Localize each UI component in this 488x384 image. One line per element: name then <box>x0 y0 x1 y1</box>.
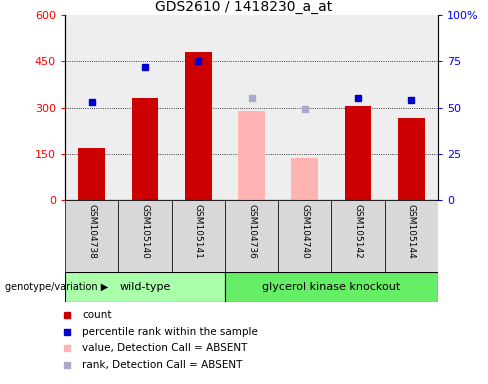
Text: percentile rank within the sample: percentile rank within the sample <box>82 327 258 337</box>
Text: GSM104736: GSM104736 <box>247 204 256 258</box>
Bar <box>132 98 158 200</box>
Bar <box>65 272 225 302</box>
Bar <box>398 118 425 200</box>
Bar <box>385 200 438 272</box>
Text: glycerol kinase knockout: glycerol kinase knockout <box>263 282 401 292</box>
Text: GSM105141: GSM105141 <box>194 204 203 258</box>
Bar <box>185 52 211 200</box>
Text: GSM104738: GSM104738 <box>87 204 96 258</box>
Text: GSM104740: GSM104740 <box>300 204 309 258</box>
Bar <box>238 111 265 200</box>
Text: genotype/variation ▶: genotype/variation ▶ <box>5 282 108 292</box>
Bar <box>331 200 385 272</box>
Bar <box>225 272 438 302</box>
Bar <box>225 200 278 272</box>
Text: GSM105144: GSM105144 <box>407 204 416 258</box>
Bar <box>172 200 225 272</box>
Text: rank, Detection Call = ABSENT: rank, Detection Call = ABSENT <box>82 360 243 370</box>
Bar <box>65 200 118 272</box>
Text: GSM105142: GSM105142 <box>354 204 363 258</box>
Text: GSM105140: GSM105140 <box>141 204 149 258</box>
Text: value, Detection Call = ABSENT: value, Detection Call = ABSENT <box>82 343 247 353</box>
Bar <box>118 200 172 272</box>
Text: wild-type: wild-type <box>119 282 171 292</box>
Bar <box>291 158 318 200</box>
Bar <box>278 200 331 272</box>
Text: GDS2610 / 1418230_a_at: GDS2610 / 1418230_a_at <box>155 0 333 15</box>
Bar <box>78 147 105 200</box>
Bar <box>345 106 371 200</box>
Text: count: count <box>82 310 112 320</box>
